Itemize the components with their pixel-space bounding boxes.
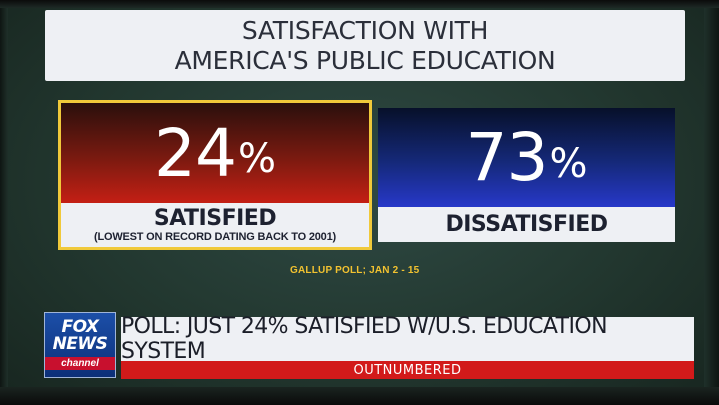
logo-text-channel: channel: [45, 357, 115, 370]
lower-third-headline: POLL: JUST 24% SATISFIED W/U.S. EDUCATIO…: [121, 314, 694, 364]
dissatisfied-percent-sign: %: [549, 140, 588, 187]
graphic-title: SATISFACTION WITH AMERICA'S PUBLIC EDUCA…: [45, 10, 685, 81]
fox-news-logo: FOX NEWS channel: [44, 312, 116, 378]
dissatisfied-value: 73: [465, 119, 549, 196]
poll-source: GALLUP POLL; JAN 2 - 15: [290, 265, 420, 276]
dissatisfied-panel: 73 % DISSATISFIED: [378, 108, 675, 242]
satisfied-label-box: SATISFIED (LOWEST ON RECORD DATING BACK …: [61, 203, 369, 247]
satisfied-value: 24: [154, 114, 237, 192]
dissatisfied-label-box: DISSATISFIED: [378, 207, 675, 242]
logo-text-fox: FOX: [61, 317, 99, 337]
satisfied-label: SATISFIED: [153, 205, 277, 231]
satisfied-percent: 24 %: [61, 103, 369, 203]
title-line-2: AMERICA'S PUBLIC EDUCATION: [174, 45, 556, 75]
tv-bezel-top: [0, 0, 719, 8]
satisfied-note: (LOWEST ON RECORD DATING BACK TO 2001): [94, 230, 336, 243]
satisfied-panel: 24 % SATISFIED (LOWEST ON RECORD DATING …: [58, 100, 372, 250]
tv-bezel-bottom: [0, 387, 719, 405]
show-name-bar: OUTNUMBERED: [121, 361, 694, 379]
title-line-1: SATISFACTION WITH: [241, 15, 489, 45]
dissatisfied-percent: 73 %: [378, 108, 675, 207]
logo-text-news: NEWS: [52, 334, 108, 354]
satisfied-percent-sign: %: [237, 136, 276, 182]
tv-bezel-right: [704, 8, 719, 387]
dissatisfied-label: DISSATISFIED: [445, 211, 608, 237]
tv-bezel-left: [0, 8, 8, 387]
